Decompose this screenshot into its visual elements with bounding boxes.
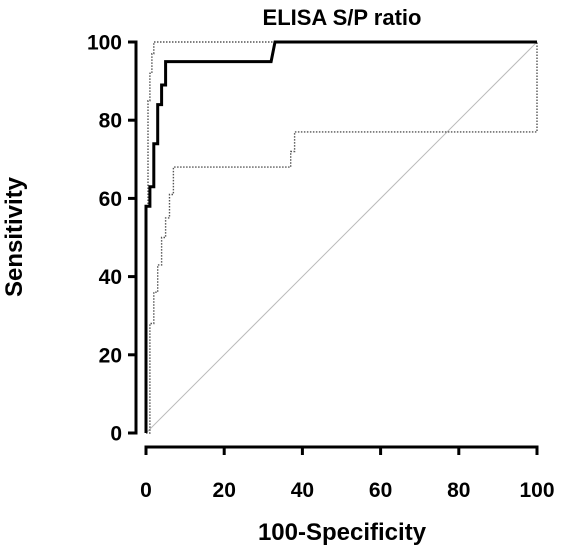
series-line-3-reference-diagonal	[145, 41, 538, 434]
y-tick-label: 80	[99, 110, 122, 133]
x-axis-label: 100-Specificity	[258, 519, 427, 546]
x-tick-label: 80	[447, 479, 470, 502]
x-tick-label: 60	[369, 479, 392, 502]
x-tick-label: 40	[291, 479, 314, 502]
chart-title: ELISA S/P ratio	[263, 5, 422, 30]
y-tick-label: 40	[99, 266, 122, 289]
y-tick-label: 60	[99, 188, 122, 211]
series-line-0-thick-solid	[144, 40, 537, 433]
y-tick-label: 20	[99, 344, 122, 367]
x-tick-label: 20	[213, 479, 236, 502]
y-axis-label: Sensitivity	[1, 176, 28, 297]
x-tick-label: 100	[519, 479, 554, 502]
plot-area	[144, 40, 538, 434]
axes: 0 20 40 60 80 100 0 20 40 60 80 100	[87, 32, 555, 503]
series-line-2-thin-dotted	[146, 42, 538, 434]
x-tick-label: 0	[140, 479, 152, 502]
y-tick-label: 100	[87, 32, 122, 55]
y-tick-label: 0	[110, 423, 122, 446]
